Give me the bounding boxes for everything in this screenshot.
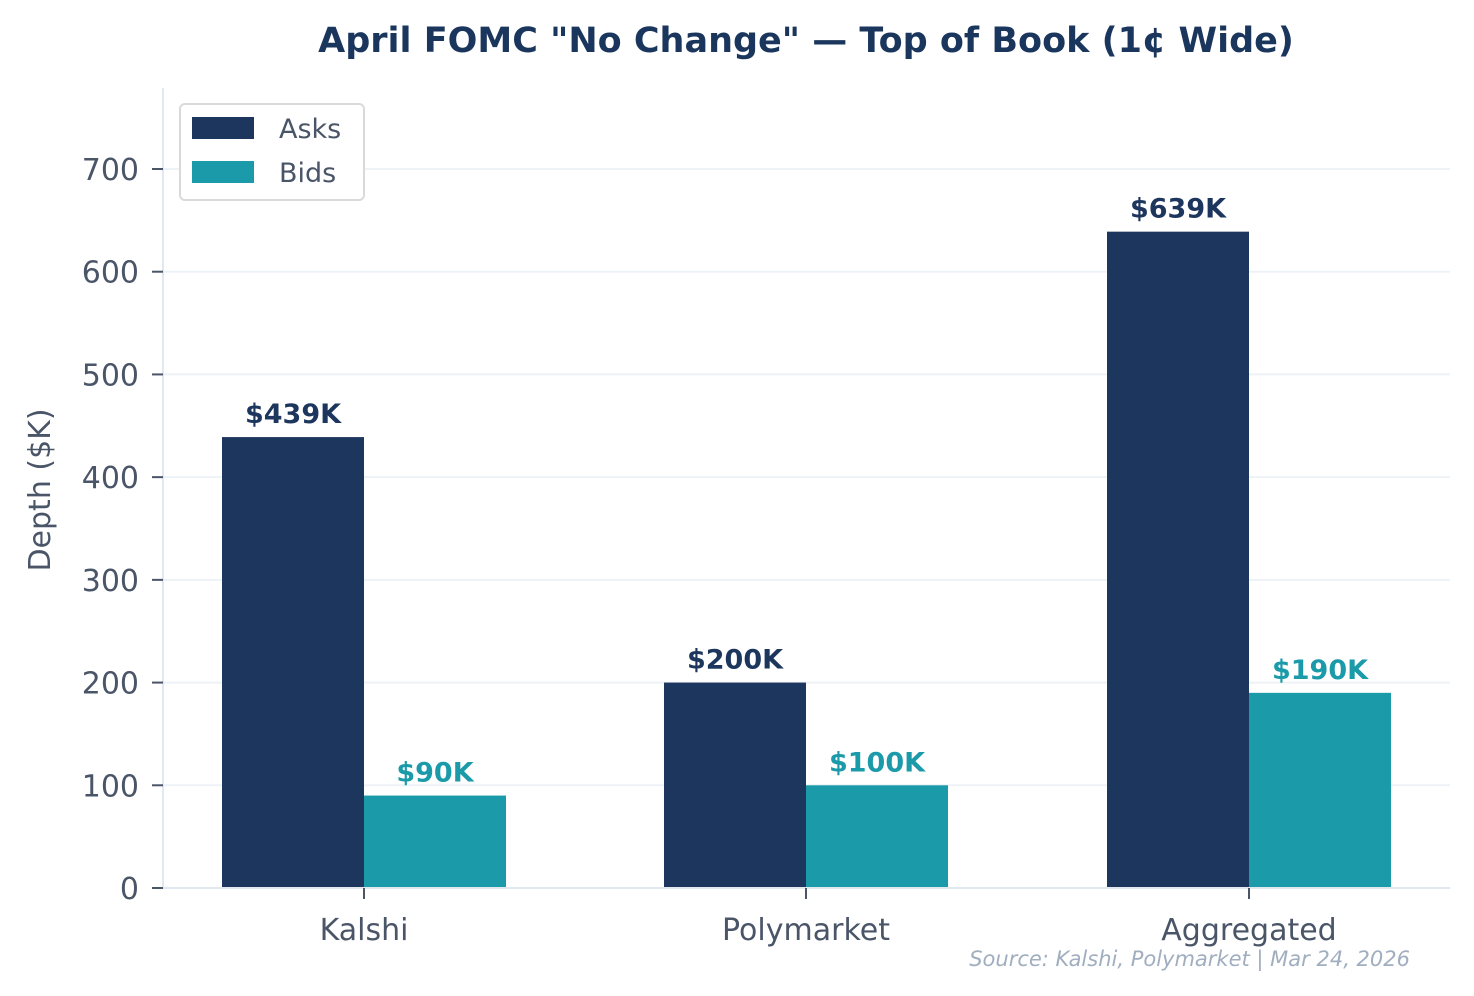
bar-bids <box>1249 692 1391 888</box>
bar-value-label-bids: $100K <box>829 747 926 778</box>
x-axis-ticks: Kalshi Polymarket Aggregated <box>320 888 1337 948</box>
legend-swatch-asks <box>192 117 254 139</box>
y-tick-label: 100 <box>82 769 139 804</box>
bar-asks <box>222 437 364 888</box>
legend: Asks Bids <box>179 103 365 201</box>
bar-value-labels: $439K $200K $639K $90K $100K $190K <box>245 194 1369 789</box>
bar-value-label-bids: $190K <box>1272 655 1369 686</box>
bars <box>222 231 1391 889</box>
legend-label-bids: Bids <box>279 158 336 189</box>
x-tick-label: Kalshi <box>320 913 409 948</box>
y-tick-label: 600 <box>82 256 139 291</box>
y-axis-ticks: 0 100 200 300 400 500 600 700 <box>82 153 163 907</box>
bar-bids <box>364 795 506 888</box>
bar-value-label-asks: $639K <box>1130 194 1227 225</box>
y-tick-label: 200 <box>82 667 139 702</box>
bar-value-label-asks: $200K <box>687 645 784 676</box>
x-tick-label: Aggregated <box>1161 913 1336 948</box>
y-axis-label: Depth ($K) <box>23 408 58 571</box>
y-tick-label: 700 <box>82 153 139 188</box>
y-tick-label: 500 <box>82 358 139 393</box>
y-tick-label: 300 <box>82 564 139 599</box>
chart-title: April FOMC "No Change" — Top of Book (1¢… <box>318 21 1294 61</box>
bar-asks <box>1107 231 1249 889</box>
bar-bids <box>806 785 948 888</box>
y-tick-label: 0 <box>120 872 139 907</box>
bar-value-label-bids: $90K <box>396 758 474 789</box>
x-tick-label: Polymarket <box>722 913 890 948</box>
legend-swatch-bids <box>192 161 254 183</box>
y-tick-label: 400 <box>82 461 139 496</box>
legend-label-asks: Asks <box>279 114 341 145</box>
bar-value-label-asks: $439K <box>245 399 342 430</box>
source-note: Source: Kalshi, Polymarket | Mar 24, 202… <box>969 947 1410 972</box>
bar-asks <box>664 682 806 888</box>
gridlines <box>163 168 1450 787</box>
